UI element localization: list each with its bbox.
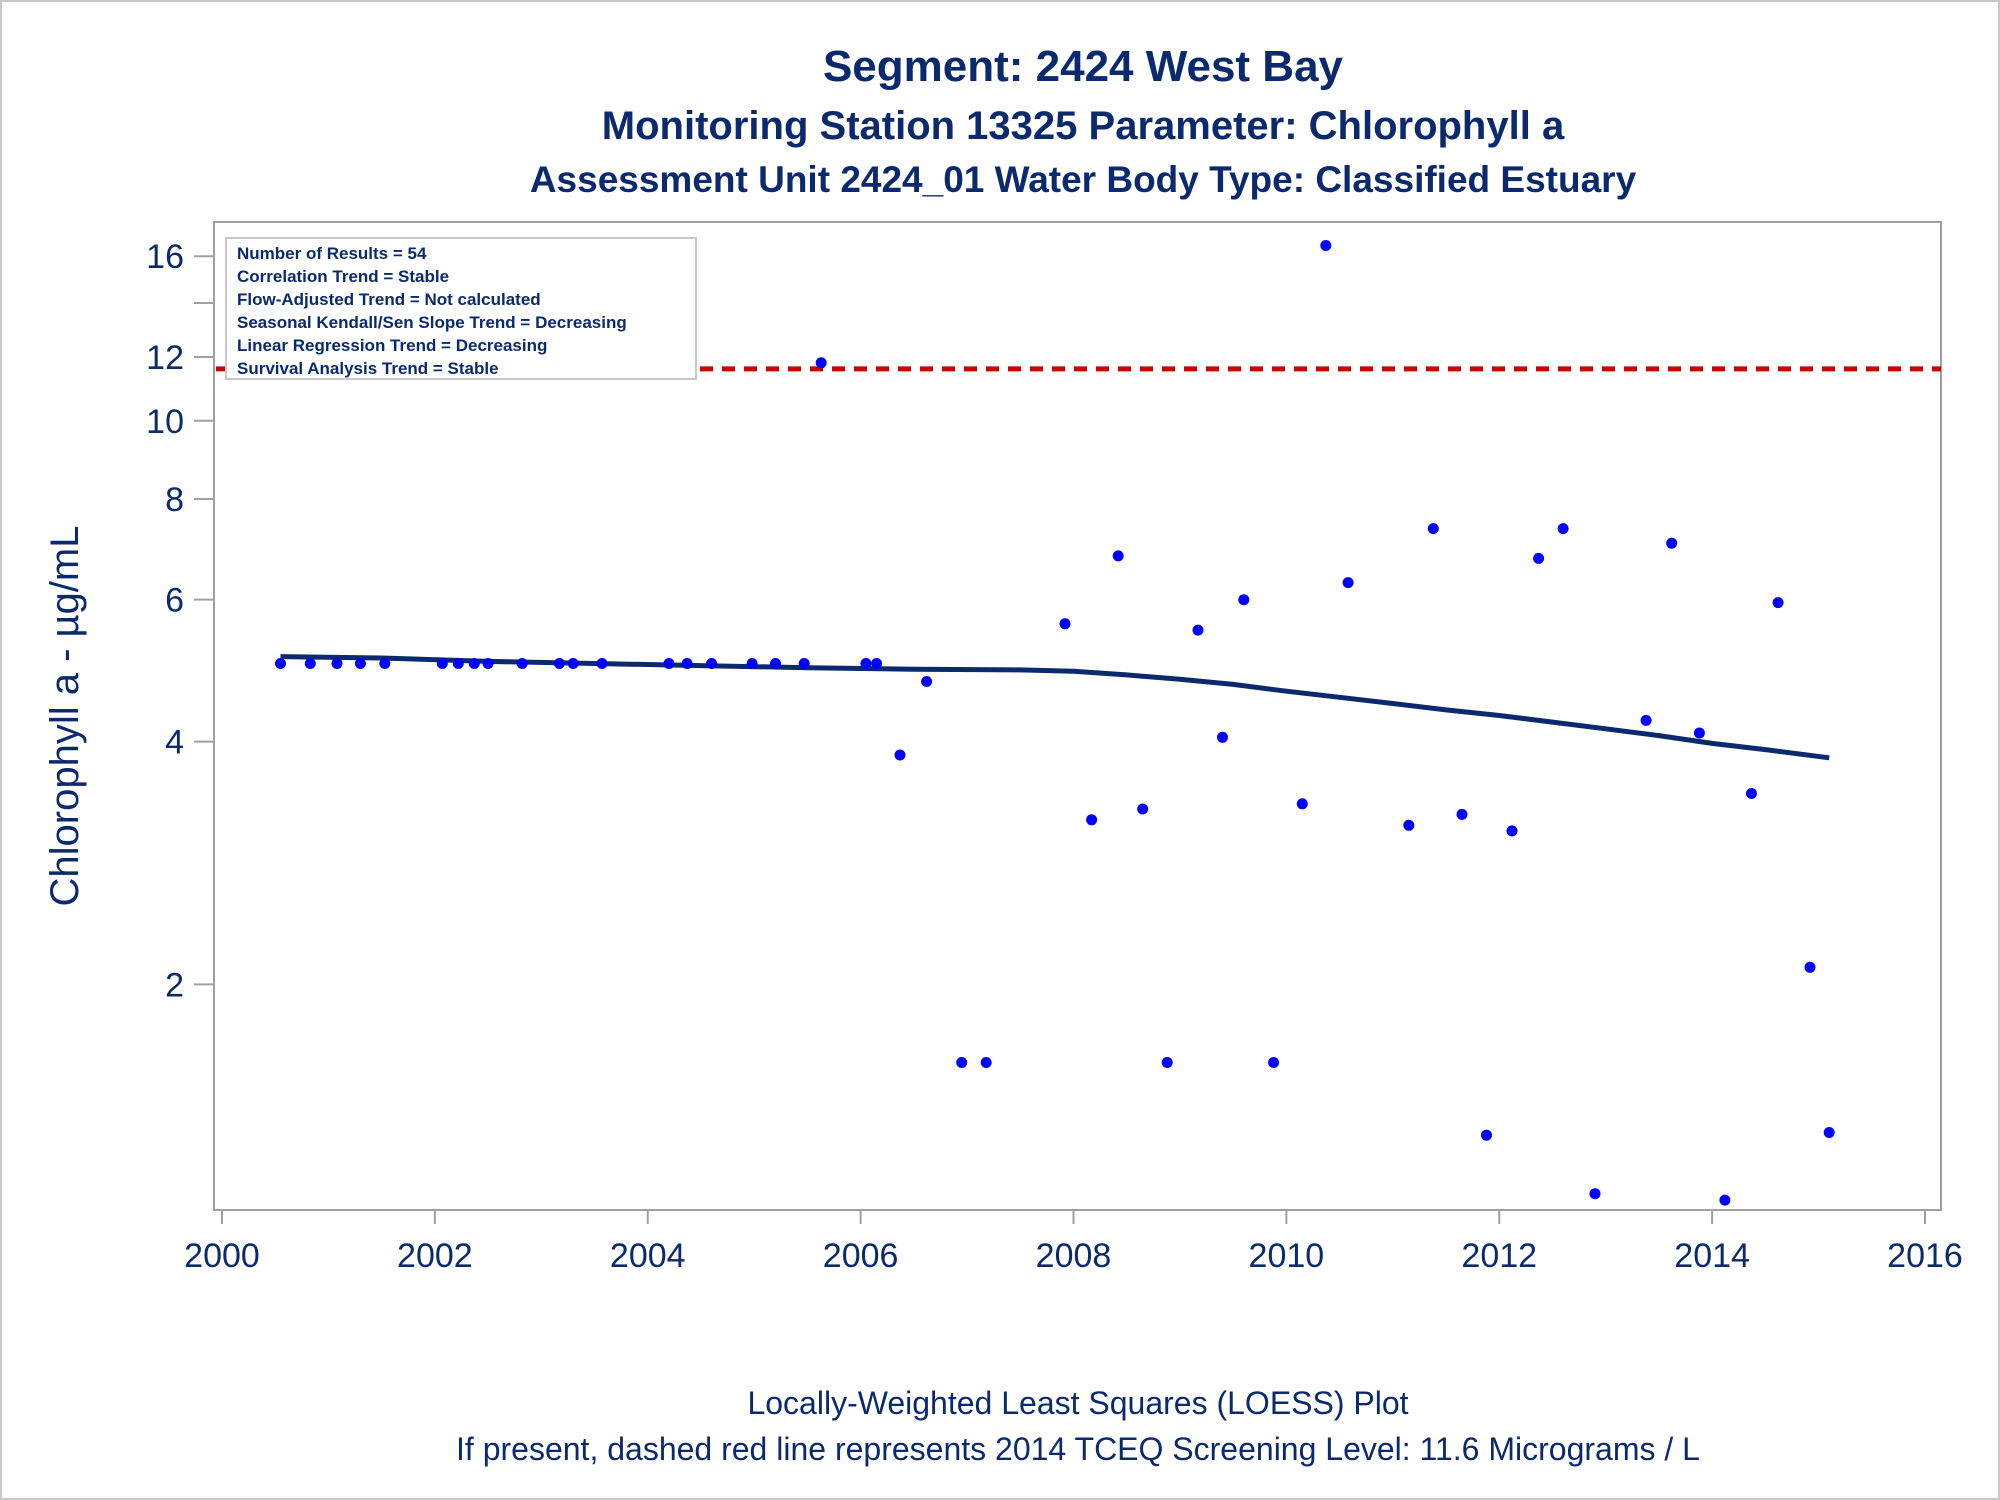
x-tick-label: 2012 bbox=[1461, 1237, 1537, 1275]
data-point bbox=[746, 658, 758, 669]
stats-number-of-results: Number of Results = 54 bbox=[237, 244, 427, 263]
y-tick-label: 4 bbox=[165, 724, 184, 762]
footer-loess-note: Locally-Weighted Least Squares (LOESS) P… bbox=[747, 1385, 1408, 1421]
data-point bbox=[354, 658, 366, 669]
data-points bbox=[275, 240, 1835, 1206]
data-point bbox=[1456, 808, 1468, 820]
data-point bbox=[1640, 714, 1652, 726]
data-point bbox=[1804, 961, 1816, 973]
data-point bbox=[956, 1057, 968, 1068]
data-point bbox=[468, 658, 480, 669]
data-point bbox=[1161, 1057, 1173, 1068]
data-point bbox=[275, 658, 286, 669]
y-tick-label: 6 bbox=[165, 582, 184, 620]
data-point bbox=[770, 658, 781, 669]
data-point bbox=[871, 658, 883, 669]
data-point bbox=[1238, 594, 1250, 606]
data-point bbox=[379, 658, 391, 669]
stats-linear-regression-trend: Linear Regression Trend = Decreasing bbox=[237, 336, 547, 355]
data-point bbox=[1823, 1127, 1835, 1138]
data-point bbox=[815, 357, 827, 369]
y-tick-label: 2 bbox=[165, 966, 184, 1004]
data-point bbox=[663, 658, 675, 669]
x-axis: 2000 2002 2004 2006 2008 2010 2012 2014 2016 bbox=[184, 1210, 1963, 1275]
data-point bbox=[516, 658, 528, 669]
y-tick-label: 10 bbox=[146, 403, 184, 441]
data-point bbox=[567, 658, 579, 669]
data-point bbox=[452, 658, 464, 669]
plot-area bbox=[213, 221, 1942, 1211]
y-tick-label: 16 bbox=[146, 238, 184, 276]
stats-correlation-trend: Correlation Trend = Stable bbox=[237, 267, 449, 286]
data-point bbox=[1342, 577, 1354, 589]
stats-box-border bbox=[225, 237, 697, 380]
x-tick-label: 2004 bbox=[610, 1237, 686, 1275]
data-point bbox=[482, 658, 494, 669]
data-point bbox=[681, 658, 693, 669]
data-point bbox=[894, 749, 906, 761]
x-tick-label: 2002 bbox=[397, 1237, 473, 1275]
stats-flow-adjusted-trend: Flow-Adjusted Trend = Not calculated bbox=[237, 290, 541, 309]
data-point bbox=[1112, 550, 1124, 562]
data-point bbox=[1217, 731, 1228, 743]
data-point bbox=[304, 658, 316, 669]
data-point bbox=[798, 658, 810, 669]
x-tick-label: 2016 bbox=[1887, 1237, 1963, 1275]
data-point bbox=[1772, 597, 1784, 609]
data-point bbox=[436, 658, 448, 669]
y-axis: 2 4 6 8 10 12 16 bbox=[146, 238, 214, 1004]
y-tick-label: 8 bbox=[165, 481, 184, 519]
x-tick-label: 2006 bbox=[823, 1237, 899, 1275]
data-point bbox=[596, 658, 608, 669]
x-tick-label: 2014 bbox=[1674, 1237, 1750, 1275]
y-tick-label: 12 bbox=[146, 339, 184, 377]
stats-box: Number of Results = 54 Correlation Trend… bbox=[225, 237, 697, 380]
data-point bbox=[1557, 523, 1569, 535]
x-tick-label: 2000 bbox=[184, 1237, 260, 1275]
data-point bbox=[980, 1057, 992, 1068]
data-point bbox=[860, 658, 872, 669]
chart-subtitle-assessment: Assessment Unit 2424_01 Water Body Type:… bbox=[530, 159, 1637, 200]
data-point bbox=[1296, 798, 1308, 810]
data-point bbox=[553, 658, 565, 669]
data-point bbox=[1481, 1129, 1492, 1141]
chart-subtitle-station: Monitoring Station 13325 Parameter: Chlo… bbox=[602, 104, 1565, 148]
chart-title: Segment: 2424 West Bay bbox=[823, 42, 1344, 91]
x-tick-label: 2008 bbox=[1036, 1237, 1112, 1275]
data-point bbox=[1086, 814, 1098, 826]
data-point bbox=[1137, 803, 1149, 815]
data-point bbox=[1666, 537, 1678, 549]
data-point bbox=[1506, 825, 1518, 837]
stats-seasonal-kendall-trend: Seasonal Kendall/Sen Slope Trend = Decre… bbox=[237, 313, 627, 332]
y-axis-label: Chlorophyll a - µg/mL bbox=[43, 526, 87, 907]
data-point bbox=[1746, 788, 1757, 799]
footer-screening-note: If present, dashed red line represents 2… bbox=[456, 1431, 1700, 1467]
data-point bbox=[1192, 624, 1204, 636]
stats-survival-analysis-trend: Survival Analysis Trend = Stable bbox=[237, 359, 499, 378]
data-point bbox=[1320, 240, 1332, 251]
data-point bbox=[921, 676, 933, 687]
data-point bbox=[1268, 1057, 1280, 1068]
data-point bbox=[331, 658, 343, 669]
loess-curve bbox=[280, 654, 1830, 761]
x-tick-label: 2010 bbox=[1249, 1237, 1325, 1275]
data-point bbox=[1589, 1188, 1601, 1200]
data-point bbox=[706, 658, 718, 669]
data-point bbox=[1059, 618, 1071, 630]
data-point bbox=[1693, 727, 1705, 739]
data-point bbox=[1427, 523, 1439, 535]
data-point bbox=[1403, 819, 1415, 831]
data-point bbox=[1533, 552, 1545, 564]
data-point bbox=[1719, 1194, 1731, 1206]
